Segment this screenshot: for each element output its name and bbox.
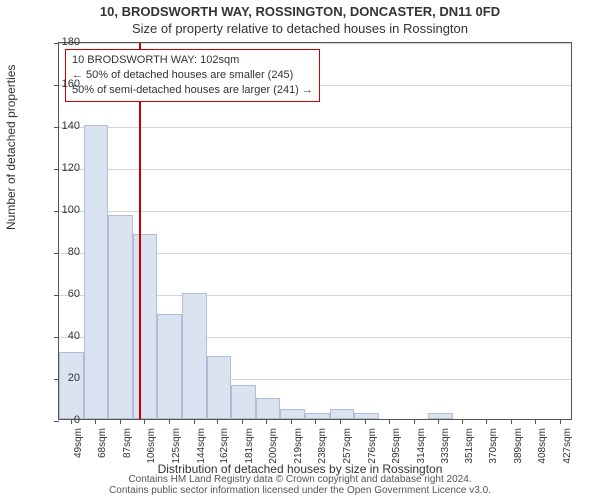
ytick-label: 140	[40, 120, 80, 132]
xtick-mark	[291, 419, 292, 424]
xtick-mark	[95, 419, 96, 424]
xtick-label: 257sqm	[342, 428, 353, 464]
xtick-label: 370sqm	[488, 428, 499, 464]
xtick-label: 408sqm	[537, 428, 548, 464]
info-box: 10 BRODSWORTH WAY: 102sqm ← 50% of detac…	[65, 49, 320, 102]
ytick-label: 60	[40, 288, 80, 300]
histogram-bar	[280, 409, 305, 420]
chart-title-line1: 10, BRODSWORTH WAY, ROSSINGTON, DONCASTE…	[0, 0, 600, 19]
xtick-mark	[511, 419, 512, 424]
histogram-bar	[84, 125, 109, 419]
xtick-label: 144sqm	[196, 428, 207, 464]
histogram-bar	[256, 398, 281, 419]
xtick-mark	[462, 419, 463, 424]
xtick-mark	[144, 419, 145, 424]
gridline	[59, 43, 571, 44]
info-line2: ← 50% of detached houses are smaller (24…	[72, 68, 313, 83]
histogram-bar	[231, 385, 256, 419]
xtick-mark	[414, 419, 415, 424]
chart-title-line2: Size of property relative to detached ho…	[0, 19, 600, 36]
ytick-label: 180	[40, 36, 80, 48]
xtick-mark	[169, 419, 170, 424]
xtick-label: 276sqm	[367, 428, 378, 464]
xtick-mark	[266, 419, 267, 424]
xtick-mark	[365, 419, 366, 424]
xtick-label: 314sqm	[416, 428, 427, 464]
histogram-bar	[428, 413, 453, 419]
ytick-label: 120	[40, 162, 80, 174]
xtick-mark	[389, 419, 390, 424]
footer-line2: Contains public sector information licen…	[0, 485, 600, 496]
gridline	[59, 127, 571, 128]
histogram-bar	[182, 293, 207, 419]
xtick-label: 87sqm	[122, 428, 133, 458]
gridline	[59, 169, 571, 170]
xtick-mark	[535, 419, 536, 424]
gridline	[59, 211, 571, 212]
xtick-label: 389sqm	[513, 428, 524, 464]
histogram-bar	[354, 413, 379, 419]
chart-container: 10, BRODSWORTH WAY, ROSSINGTON, DONCASTE…	[0, 0, 600, 500]
histogram-bar	[108, 215, 133, 419]
xtick-label: 181sqm	[244, 428, 255, 464]
xtick-label: 333sqm	[440, 428, 451, 464]
histogram-bar	[157, 314, 182, 419]
xtick-label: 351sqm	[464, 428, 475, 464]
info-line1: 10 BRODSWORTH WAY: 102sqm	[72, 53, 313, 68]
ytick-label: 0	[40, 414, 80, 426]
xtick-label: 427sqm	[562, 428, 573, 464]
y-axis-label: Number of detached properties	[4, 65, 18, 230]
ytick-label: 40	[40, 330, 80, 342]
xtick-mark	[560, 419, 561, 424]
xtick-label: 68sqm	[97, 428, 108, 458]
info-line3: 50% of semi-detached houses are larger (…	[72, 83, 313, 98]
xtick-label: 125sqm	[171, 428, 182, 464]
xtick-mark	[315, 419, 316, 424]
histogram-bar	[330, 409, 355, 420]
xtick-mark	[242, 419, 243, 424]
xtick-label: 238sqm	[317, 428, 328, 464]
xtick-mark	[340, 419, 341, 424]
histogram-bar	[59, 352, 84, 419]
footer: Contains HM Land Registry data © Crown c…	[0, 474, 600, 496]
xtick-mark	[486, 419, 487, 424]
ytick-label: 20	[40, 372, 80, 384]
ytick-label: 80	[40, 246, 80, 258]
histogram-bar	[207, 356, 232, 419]
xtick-mark	[217, 419, 218, 424]
xtick-mark	[438, 419, 439, 424]
plot-area: 10 BRODSWORTH WAY: 102sqm ← 50% of detac…	[58, 42, 572, 420]
xtick-label: 106sqm	[146, 428, 157, 464]
xtick-label: 219sqm	[293, 428, 304, 464]
footer-line1: Contains HM Land Registry data © Crown c…	[0, 474, 600, 485]
ytick-label: 100	[40, 204, 80, 216]
xtick-label: 49sqm	[73, 428, 84, 458]
xtick-label: 295sqm	[391, 428, 402, 464]
histogram-bar	[305, 413, 330, 419]
xtick-label: 162sqm	[219, 428, 230, 464]
ytick-label: 160	[40, 78, 80, 90]
xtick-label: 200sqm	[268, 428, 279, 464]
xtick-mark	[120, 419, 121, 424]
xtick-mark	[194, 419, 195, 424]
histogram-bar	[133, 234, 158, 419]
